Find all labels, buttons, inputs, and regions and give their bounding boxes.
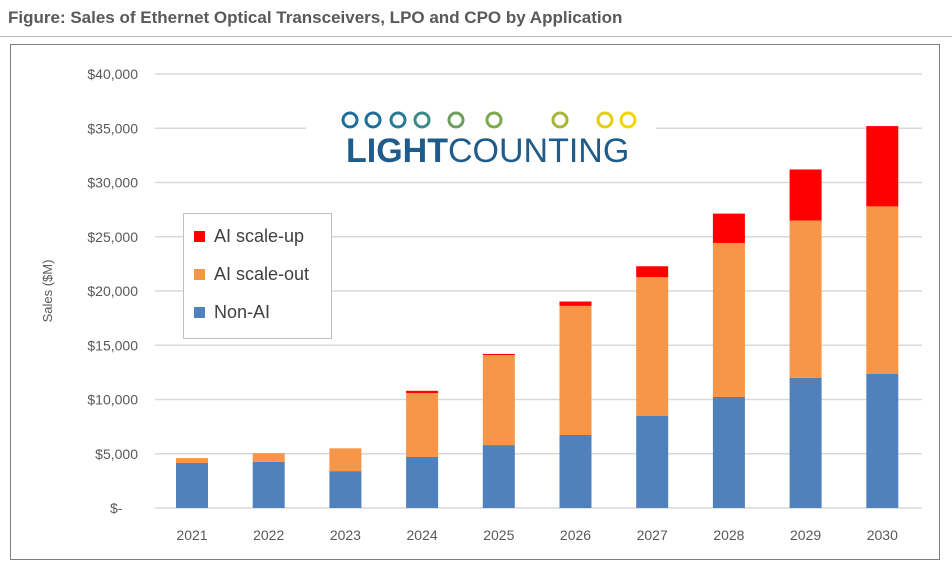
- y-tick-label: $5,000: [95, 446, 138, 462]
- bar-non-ai-2029: [789, 377, 822, 508]
- bar-ai-scale-out-2023: [329, 448, 362, 472]
- x-tick-label: 2029: [790, 527, 821, 543]
- legend-swatch: [194, 307, 205, 318]
- lightcounting-logo: LIGHTCOUNTING: [306, 98, 656, 178]
- legend-swatch: [194, 269, 205, 280]
- x-tick-label: 2030: [867, 527, 898, 543]
- chart-frame: [10, 44, 940, 560]
- x-tick-label: 2024: [407, 527, 438, 543]
- bar-ai-scale-out-2022: [252, 453, 285, 462]
- bar-ai-scale-up-2029: [789, 169, 822, 221]
- bar-ai-scale-out-2021: [176, 458, 208, 463]
- bar-non-ai-2027: [636, 415, 669, 508]
- bar-ai-scale-out-2026: [559, 305, 592, 435]
- legend-item-non-ai: Non-AI: [194, 302, 270, 323]
- bar-non-ai-2021: [176, 462, 208, 508]
- bar-ai-scale-up-2028: [712, 213, 745, 243]
- bar-non-ai-2023: [329, 471, 362, 508]
- bar-ai-scale-up-2030: [866, 126, 899, 207]
- y-tick-label: $35,000: [87, 120, 138, 136]
- y-tick-label: $30,000: [87, 175, 138, 191]
- legend-swatch: [194, 231, 205, 242]
- y-tick-label: $25,000: [87, 229, 138, 245]
- bar-non-ai-2030: [866, 374, 899, 508]
- logo-text: LIGHTCOUNTING: [346, 132, 629, 171]
- x-tick-label: 2025: [483, 527, 514, 543]
- x-tick-label: 2023: [330, 527, 361, 543]
- y-tick-label: $40,000: [87, 66, 138, 82]
- bar-ai-scale-up-2025: [482, 353, 515, 356]
- bar-ai-scale-up-2027: [636, 266, 669, 278]
- bar-ai-scale-out-2028: [712, 242, 745, 398]
- y-tick-label: $-: [110, 500, 123, 516]
- bar-non-ai-2025: [482, 445, 515, 508]
- x-tick-label: 2027: [637, 527, 668, 543]
- bar-ai-scale-out-2024: [406, 392, 439, 458]
- bar-ai-scale-out-2030: [866, 206, 899, 375]
- x-tick-label: 2021: [176, 527, 207, 543]
- legend-label: AI scale-out: [214, 264, 310, 284]
- bar-non-ai-2028: [712, 397, 745, 508]
- y-axis-label: Sales ($M): [40, 260, 55, 323]
- bar-ai-scale-up-2024: [406, 390, 439, 393]
- bar-non-ai-2024: [406, 457, 439, 508]
- bar-ai-scale-out-2027: [636, 277, 669, 416]
- logo-text-regular: COUNTING: [447, 132, 630, 170]
- x-tick-label: 2026: [560, 527, 591, 543]
- bar-non-ai-2022: [252, 461, 285, 508]
- bar-non-ai-2026: [559, 434, 592, 508]
- bar-ai-scale-out-2029: [789, 220, 822, 378]
- legend: AI scale-up AI scale-out Non-AI: [183, 213, 332, 339]
- x-tick-label: 2028: [713, 527, 744, 543]
- x-tick-label: 2022: [253, 527, 284, 543]
- legend-label: Non-AI: [214, 302, 271, 322]
- legend-label: AI scale-up: [214, 226, 305, 246]
- y-tick-label: $15,000: [87, 337, 138, 353]
- y-tick-label: $20,000: [87, 283, 138, 299]
- bar-ai-scale-out-2025: [482, 355, 515, 446]
- legend-item-ai-scale-up: AI scale-up: [194, 226, 304, 247]
- title-divider: [0, 36, 952, 37]
- figure-title: Figure: Sales of Ethernet Optical Transc…: [8, 8, 623, 27]
- bar-ai-scale-up-2026: [559, 301, 592, 306]
- legend-item-ai-scale-out: AI scale-out: [194, 264, 309, 285]
- logo-circuit-icon: [334, 111, 644, 129]
- y-tick-label: $10,000: [87, 392, 138, 408]
- logo-text-bold: LIGHT: [346, 132, 448, 170]
